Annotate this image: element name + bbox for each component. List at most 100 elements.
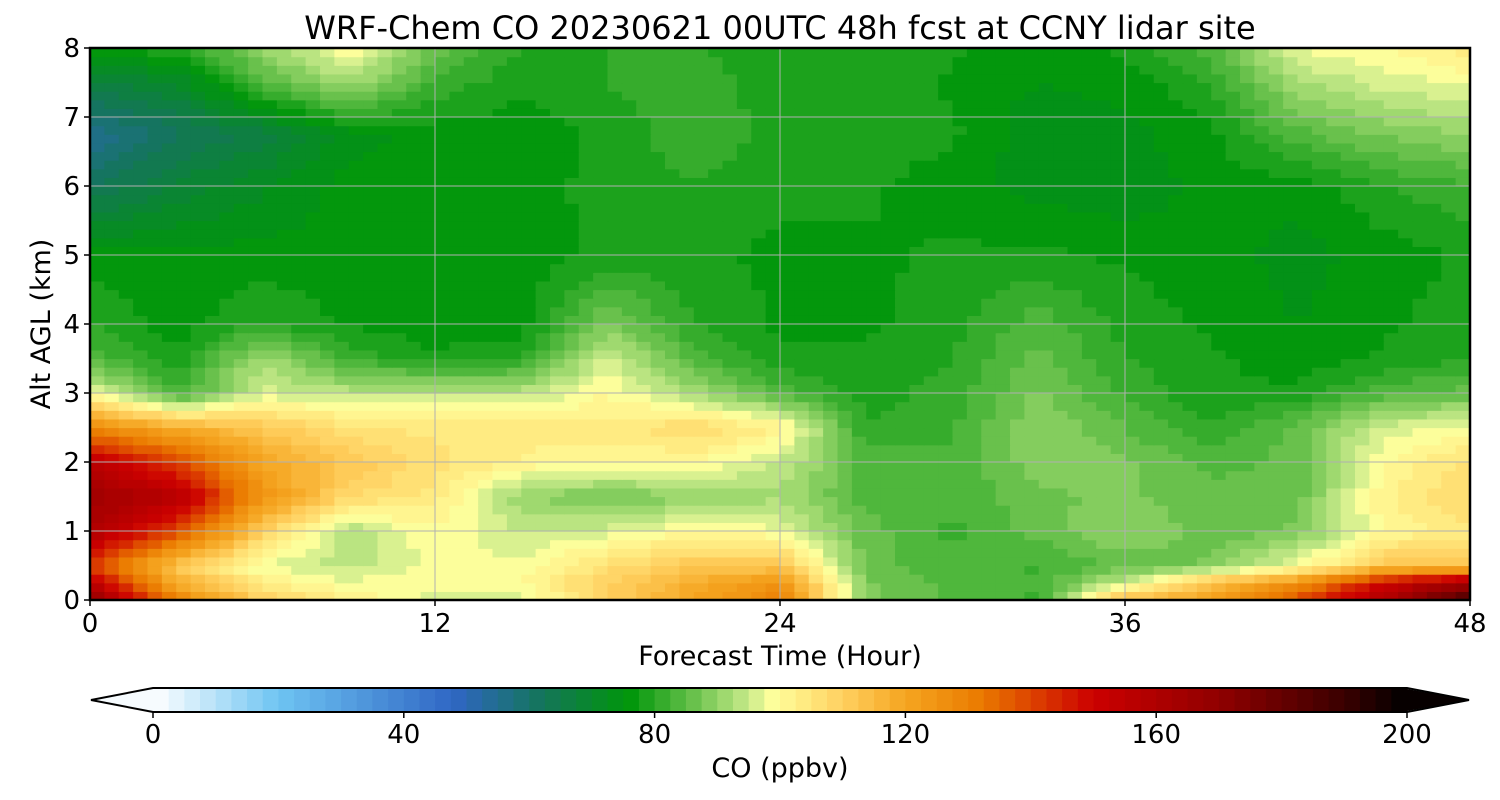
heatmap-cell bbox=[636, 255, 652, 265]
heatmap-cell bbox=[1168, 151, 1184, 161]
heatmap-cell bbox=[1081, 186, 1097, 196]
heatmap-cell bbox=[478, 358, 494, 368]
heatmap-cell bbox=[1067, 332, 1083, 342]
heatmap-cell bbox=[104, 462, 120, 472]
heatmap-cell bbox=[765, 186, 781, 196]
heatmap-cell bbox=[981, 341, 997, 351]
heatmap-cell bbox=[1168, 203, 1184, 213]
heatmap-cell bbox=[708, 582, 724, 592]
heatmap-cell bbox=[607, 548, 623, 558]
heatmap-cell bbox=[492, 436, 508, 446]
heatmap-cell bbox=[995, 306, 1011, 316]
heatmap-cell bbox=[708, 367, 724, 377]
heatmap-cell bbox=[1182, 462, 1198, 472]
heatmap-cell bbox=[118, 531, 134, 541]
heatmap-cell bbox=[1268, 487, 1284, 498]
heatmap-cell bbox=[1024, 522, 1040, 532]
heatmap-cell bbox=[751, 298, 767, 308]
heatmap-cell bbox=[190, 349, 206, 360]
heatmap-cell bbox=[1067, 220, 1083, 230]
heatmap-cell bbox=[1125, 453, 1140, 463]
heatmap-cell bbox=[1369, 401, 1385, 411]
heatmap-cell bbox=[1096, 358, 1112, 368]
heatmap-cell bbox=[1096, 289, 1112, 299]
heatmap-cell bbox=[607, 315, 623, 325]
heatmap-cell bbox=[435, 582, 450, 592]
heatmap-cell bbox=[923, 246, 939, 256]
heatmap-cell bbox=[1340, 315, 1356, 325]
heatmap-cell bbox=[665, 306, 680, 316]
heatmap-cell bbox=[1441, 324, 1457, 334]
heatmap-cell bbox=[506, 556, 522, 567]
heatmap-cell bbox=[866, 349, 882, 360]
heatmap-cell bbox=[923, 367, 939, 377]
heatmap-cell bbox=[219, 375, 235, 385]
heatmap-cell bbox=[1182, 436, 1198, 446]
heatmap-cell bbox=[1426, 349, 1442, 360]
heatmap-cell bbox=[1254, 272, 1270, 282]
heatmap-cell bbox=[1211, 160, 1227, 170]
heatmap-cell bbox=[607, 358, 623, 368]
heatmap-cell bbox=[952, 375, 968, 385]
heatmap-cell bbox=[1153, 375, 1169, 385]
heatmap-cell bbox=[909, 574, 925, 584]
heatmap-cell bbox=[909, 211, 925, 222]
heatmap-cell bbox=[665, 453, 680, 463]
heatmap-cell bbox=[305, 324, 321, 334]
heatmap-cell bbox=[736, 556, 752, 567]
heatmap-cell bbox=[938, 375, 954, 385]
heatmap-cell bbox=[823, 289, 839, 299]
heatmap-cell bbox=[161, 565, 177, 575]
heatmap-cell bbox=[506, 263, 522, 273]
heatmap-cell bbox=[981, 470, 997, 480]
heatmap-cell bbox=[780, 539, 795, 549]
heatmap-cell bbox=[578, 151, 594, 161]
heatmap-cell bbox=[708, 324, 724, 334]
heatmap-cell bbox=[995, 556, 1011, 567]
heatmap-cell bbox=[535, 462, 551, 472]
heatmap-cell bbox=[851, 479, 867, 489]
heatmap-cell bbox=[550, 358, 565, 368]
heatmap-cell bbox=[233, 341, 249, 351]
heatmap-cell bbox=[1326, 211, 1342, 222]
heatmap-cell bbox=[808, 220, 824, 230]
heatmap-cell bbox=[1053, 211, 1069, 222]
heatmap-cell bbox=[161, 462, 177, 472]
heatmap-cell bbox=[90, 289, 105, 299]
heatmap-cell bbox=[1081, 505, 1097, 515]
heatmap-cell bbox=[938, 393, 954, 403]
heatmap-cell bbox=[981, 556, 997, 567]
heatmap-cell bbox=[1139, 177, 1155, 187]
heatmap-cell bbox=[1139, 160, 1155, 170]
heatmap-cell bbox=[650, 272, 666, 282]
heatmap-cell bbox=[1225, 358, 1241, 368]
heatmap-cell bbox=[1297, 315, 1313, 325]
heatmap-cell bbox=[1225, 548, 1241, 558]
heatmap-cell bbox=[535, 203, 551, 213]
heatmap-cell bbox=[736, 203, 752, 213]
heatmap-cell bbox=[463, 427, 479, 437]
heatmap-cell bbox=[377, 444, 393, 454]
heatmap-cell bbox=[190, 203, 206, 213]
heatmap-cell bbox=[1254, 444, 1270, 454]
heatmap-cell bbox=[262, 237, 278, 247]
heatmap-cell bbox=[205, 591, 220, 600]
heatmap-cell bbox=[578, 324, 594, 334]
heatmap-cell bbox=[966, 462, 982, 472]
heatmap-cell bbox=[435, 479, 450, 489]
heatmap-cell bbox=[981, 280, 997, 291]
heatmap-cell bbox=[420, 280, 436, 291]
heatmap-cell bbox=[118, 237, 134, 247]
heatmap-cell bbox=[1297, 332, 1313, 342]
heatmap-cell bbox=[880, 280, 896, 291]
heatmap-cell bbox=[118, 574, 134, 584]
heatmap-cell bbox=[708, 211, 724, 222]
heatmap-cell bbox=[866, 453, 882, 463]
heatmap-cell bbox=[377, 513, 393, 523]
heatmap-cell bbox=[923, 160, 939, 170]
heatmap-cell bbox=[1211, 186, 1227, 196]
heatmap-cell bbox=[248, 462, 264, 472]
heatmap-cell bbox=[1153, 289, 1169, 299]
heatmap-cell bbox=[406, 582, 422, 592]
heatmap-cell bbox=[1297, 324, 1313, 334]
